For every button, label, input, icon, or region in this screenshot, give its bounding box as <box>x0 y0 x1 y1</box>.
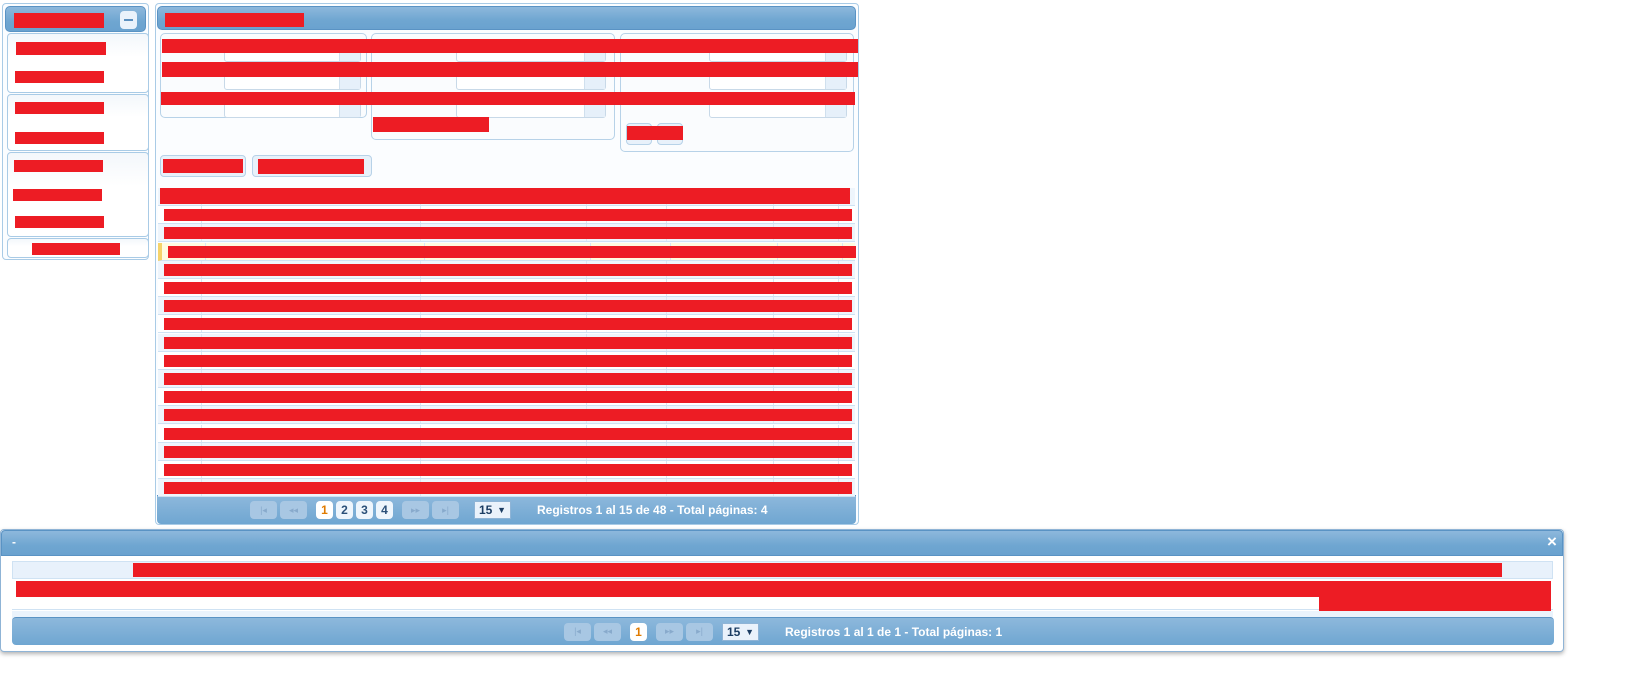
page-size-value: 15 <box>479 503 493 517</box>
first-page-icon[interactable]: |◂ <box>250 501 277 519</box>
redacted-content <box>164 300 852 313</box>
page-button[interactable]: 4 <box>376 501 393 519</box>
redacted-content <box>164 282 852 294</box>
chevron-down-icon: ▼ <box>745 626 754 637</box>
page-button[interactable]: 1 <box>630 622 647 641</box>
chevron-down-icon: ▼ <box>497 505 506 515</box>
redacted-content <box>164 354 852 367</box>
redacted-content <box>164 482 852 495</box>
redacted-content <box>164 263 852 276</box>
redacted-content <box>168 245 856 258</box>
detail-window-header: - × <box>1 530 1563 556</box>
window-title: - <box>12 535 16 549</box>
pager-summary: Registros 1 al 1 de 1 - Total páginas: 1 <box>785 624 1003 639</box>
page-size-select[interactable]: 15 ▼ <box>474 501 511 519</box>
grid-header-row <box>158 188 855 206</box>
last-page-icon[interactable]: ▸| <box>432 501 459 519</box>
table-row[interactable] <box>158 224 855 243</box>
redacted-content <box>164 409 852 422</box>
main-pager: |◂ ◂◂ 1 2 3 4 ▸▸ ▸| 15 ▼ Registros 1 al 1… <box>157 495 856 524</box>
sidebar-footer-button[interactable] <box>7 238 149 258</box>
table-row[interactable] <box>158 351 855 370</box>
close-icon[interactable]: × <box>1547 532 1557 551</box>
detail-pager: |◂ ◂◂ 1 ▸▸ ▸| 15 ▼ Registros 1 al 1 de 1 … <box>12 617 1554 645</box>
table-row[interactable] <box>158 388 855 407</box>
redacted-title <box>165 13 304 27</box>
table-row[interactable] <box>158 461 855 479</box>
sidebar <box>2 3 149 260</box>
table-row[interactable] <box>158 370 855 388</box>
redacted-content <box>164 336 852 349</box>
page-button[interactable]: 2 <box>336 501 353 519</box>
next-page-icon[interactable]: ▸▸ <box>402 501 429 519</box>
redacted-content <box>164 391 852 404</box>
action-button-2[interactable] <box>252 155 372 177</box>
table-row[interactable] <box>158 315 855 334</box>
redacted-content <box>164 464 852 476</box>
next-page-icon[interactable]: ▸▸ <box>656 622 683 641</box>
table-row[interactable] <box>158 442 855 461</box>
sidebar-group-1[interactable] <box>7 33 149 93</box>
main-header <box>157 6 856 30</box>
table-row[interactable] <box>158 424 855 443</box>
first-page-icon[interactable]: |◂ <box>564 622 591 641</box>
redacted-content <box>164 427 852 440</box>
table-row[interactable] <box>158 297 855 316</box>
redacted-content <box>164 318 852 331</box>
table-row[interactable] <box>158 479 855 498</box>
action-button-1[interactable] <box>160 155 246 177</box>
pager-summary: Registros 1 al 15 de 48 - Total páginas:… <box>537 503 768 517</box>
redacted-title <box>14 13 104 28</box>
table-row[interactable] <box>158 279 855 297</box>
redacted-content <box>164 373 852 385</box>
sidebar-group-2[interactable] <box>7 94 149 151</box>
page-button[interactable]: 1 <box>316 501 333 519</box>
table-row[interactable] <box>158 406 855 425</box>
table-row[interactable] <box>158 206 855 225</box>
redacted-content <box>160 188 850 204</box>
table-row[interactable] <box>158 242 856 261</box>
prev-page-icon[interactable]: ◂◂ <box>594 622 621 641</box>
page-size-select[interactable]: 15 ▼ <box>722 622 759 641</box>
sidebar-header <box>5 6 146 32</box>
table-row[interactable] <box>158 260 855 279</box>
prev-page-icon[interactable]: ◂◂ <box>280 501 307 519</box>
redacted-content <box>164 445 852 458</box>
redacted-content <box>164 209 852 222</box>
table-row[interactable] <box>158 333 855 352</box>
detail-window: - × |◂ ◂◂ 1 ▸▸ ▸| 15 ▼ Registros 1 al 1 d… <box>0 529 1564 652</box>
page-button[interactable]: 3 <box>356 501 373 519</box>
page-size-value: 15 <box>727 624 741 639</box>
sidebar-group-3[interactable] <box>7 152 149 237</box>
minus-icon[interactable] <box>120 11 137 29</box>
last-page-icon[interactable]: ▸| <box>686 622 713 641</box>
redacted-content <box>164 227 852 240</box>
